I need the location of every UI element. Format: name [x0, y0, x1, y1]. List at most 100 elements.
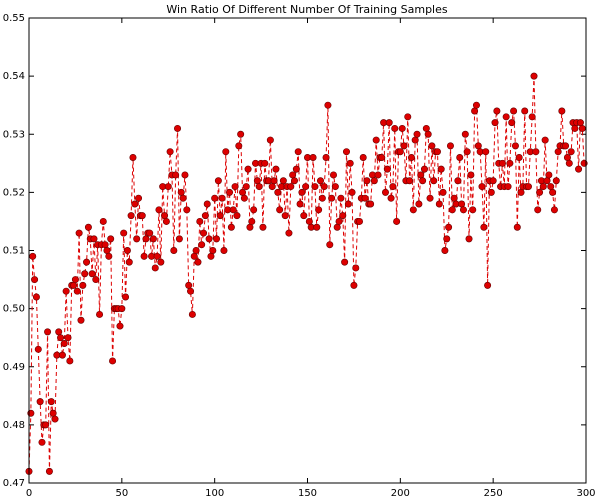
- marker: [294, 148, 302, 156]
- marker: [385, 119, 393, 127]
- marker: [318, 194, 326, 202]
- marker: [426, 194, 434, 202]
- marker: [129, 154, 137, 162]
- marker: [547, 183, 555, 191]
- y-tick-label: 0.48: [3, 420, 25, 431]
- marker: [563, 154, 571, 162]
- marker: [528, 113, 536, 121]
- marker: [443, 235, 451, 243]
- marker: [172, 171, 180, 179]
- series-line: [28, 76, 585, 472]
- marker: [316, 177, 324, 185]
- marker: [246, 223, 254, 231]
- marker: [411, 136, 419, 144]
- marker: [201, 212, 209, 220]
- marker: [281, 212, 289, 220]
- marker: [309, 154, 317, 162]
- marker: [125, 258, 133, 266]
- marker: [60, 339, 68, 347]
- marker: [541, 136, 549, 144]
- marker: [465, 235, 473, 243]
- marker: [291, 177, 299, 185]
- marker: [554, 148, 562, 156]
- marker: [322, 154, 330, 162]
- marker: [192, 247, 200, 255]
- marker: [244, 165, 252, 173]
- marker: [515, 154, 523, 162]
- marker: [539, 183, 547, 191]
- marker: [146, 229, 154, 237]
- marker: [511, 142, 519, 150]
- marker: [138, 212, 146, 220]
- plot-frame: [28, 17, 587, 484]
- marker: [567, 148, 575, 156]
- marker: [188, 310, 196, 318]
- marker: [389, 183, 397, 191]
- marker: [363, 177, 371, 185]
- marker: [83, 258, 91, 266]
- marker: [558, 107, 566, 115]
- marker: [177, 188, 185, 196]
- chart-title: Win Ratio Of Different Number Of Trainin…: [166, 3, 447, 16]
- marker: [164, 183, 172, 191]
- marker: [174, 124, 182, 132]
- marker: [478, 183, 486, 191]
- marker: [305, 217, 313, 225]
- marker: [471, 107, 479, 115]
- marker: [149, 235, 157, 243]
- marker: [339, 212, 347, 220]
- marker: [534, 206, 542, 214]
- marker: [161, 212, 169, 220]
- marker: [255, 183, 263, 191]
- marker: [49, 409, 57, 417]
- marker: [480, 223, 488, 231]
- marker: [532, 148, 540, 156]
- marker: [393, 217, 401, 225]
- marker: [276, 206, 284, 214]
- marker: [42, 421, 50, 429]
- marker: [272, 165, 280, 173]
- marker: [88, 270, 96, 278]
- marker: [398, 124, 406, 132]
- x-tick-label: 0: [26, 488, 32, 499]
- marker: [45, 467, 53, 475]
- marker: [120, 229, 128, 237]
- marker: [329, 171, 337, 179]
- marker: [261, 159, 269, 167]
- marker: [387, 194, 395, 202]
- marker: [196, 217, 204, 225]
- marker: [298, 188, 306, 196]
- marker: [487, 188, 495, 196]
- marker: [355, 217, 363, 225]
- marker: [508, 119, 516, 127]
- marker: [198, 241, 206, 249]
- marker: [461, 130, 469, 138]
- marker: [185, 281, 193, 289]
- marker: [250, 206, 258, 214]
- marker: [181, 171, 189, 179]
- marker: [474, 142, 482, 150]
- marker: [214, 177, 222, 185]
- marker: [545, 171, 553, 179]
- marker: [62, 287, 70, 295]
- marker: [216, 212, 224, 220]
- marker: [576, 119, 584, 127]
- marker: [420, 165, 428, 173]
- marker: [513, 223, 521, 231]
- y-tick-label: 0.54: [3, 71, 25, 82]
- marker: [506, 159, 514, 167]
- marker: [435, 200, 443, 208]
- marker: [107, 235, 115, 243]
- x-tick-label: 200: [391, 488, 410, 499]
- marker: [467, 171, 475, 179]
- y-tick-label: 0.50: [3, 304, 25, 315]
- marker: [64, 334, 72, 342]
- marker: [324, 101, 332, 109]
- marker: [424, 130, 432, 138]
- marker: [118, 305, 126, 313]
- marker: [235, 142, 243, 150]
- marker: [422, 124, 430, 132]
- marker: [90, 235, 98, 243]
- marker: [419, 177, 427, 185]
